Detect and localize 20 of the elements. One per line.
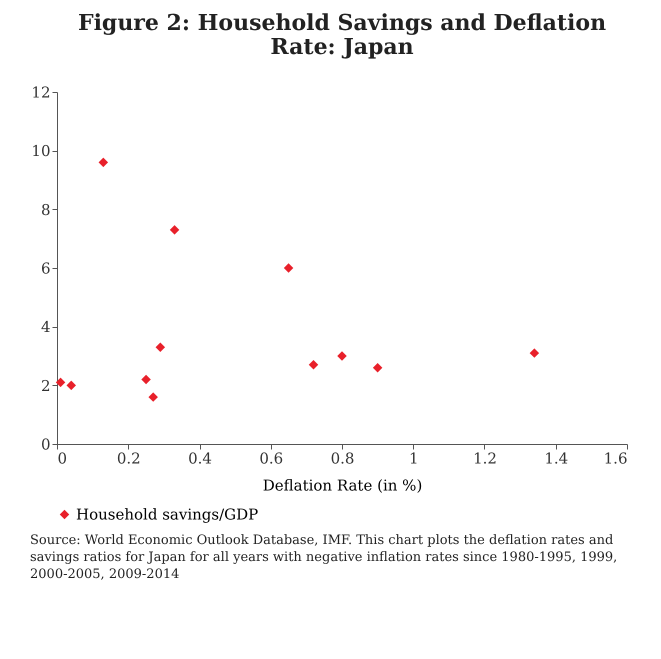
y-tick-label: 4 [40, 318, 50, 336]
x-tick-label: 1.2 [473, 450, 497, 468]
y-tick-label: 0 [40, 436, 50, 454]
y-tick-label: 10 [31, 142, 50, 160]
x-tick-label: 0.4 [188, 450, 212, 468]
x-tick-label: 1.6 [604, 450, 628, 468]
y-tick-label: 12 [31, 84, 50, 102]
legend-label: Household savings/GDP [76, 506, 258, 524]
x-tick-label: 0.8 [330, 450, 354, 468]
x-tick-label: 1.4 [544, 450, 568, 468]
chart-title: Figure 2: Household Savings and Deflation Rate: Japan [78, 10, 606, 60]
y-tick-label: 2 [40, 376, 50, 395]
x-axis-title: Deflation Rate (in %) [262, 476, 422, 494]
x-tick-label: 0.6 [259, 450, 284, 468]
x-tick-label: 0 [58, 450, 68, 468]
x-tick-label: 0.2 [116, 450, 141, 468]
y-tick-label: 8 [40, 200, 50, 219]
y-tick-label: 6 [40, 260, 50, 278]
source-note: Source: World Economic Outlook Database, IMF. This chart plots the deflation rates and savings ratios for Japan for all years with negative inflation rates since 1980-1995, 1999, 2000-2005, 2009-2014 [30, 532, 618, 583]
x-tick-label: 1 [408, 450, 419, 468]
